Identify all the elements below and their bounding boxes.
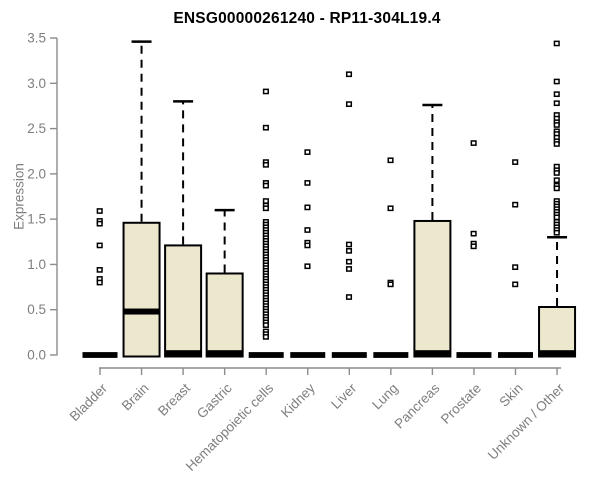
outlier-point [553,177,560,184]
outlier-point [304,180,311,186]
y-tick-label: 2.5 [27,121,46,136]
y-tick-label: 1.0 [27,257,46,272]
outlier-point [345,258,353,265]
outlier-point [387,157,394,164]
outlier-point [512,201,519,208]
outlier-point [345,101,353,107]
y-tick-label: 3.5 [27,31,46,46]
outlier-point [553,141,560,147]
collapsed-box-liver [331,352,367,358]
outlier-point [553,100,560,107]
x-tick-label: Brain [119,381,152,414]
box-unknown-other [538,306,577,358]
outlier-point [345,294,353,300]
y-tick-label: 2.0 [27,166,46,181]
x-tick-label: Prostate [438,381,484,427]
collapsed-box-kidney [290,352,326,358]
x-tick-label: Lung [369,381,401,413]
chart-title: ENSG00000261240 - RP11-304L19.4 [173,10,441,27]
box-brain [122,221,161,358]
collapsed-box-lung [373,352,409,358]
outlier-point [304,149,311,155]
outlier-point [553,170,560,176]
outlier-point [96,220,103,227]
outlier-point [262,124,269,131]
median-line-pancreas [414,350,451,357]
box-breast [164,244,203,358]
outlier-point [262,88,269,95]
outlier-point [304,227,311,233]
x-tick-label: Skin [496,381,525,410]
outlier-point [96,267,103,273]
outlier-point [345,266,353,272]
median-line-gastric [206,350,243,357]
median-line-brain [123,308,160,315]
outlier-point [96,208,103,214]
outlier-point [345,71,353,78]
outlier-point [387,205,394,212]
box-pancreas [413,219,452,358]
box-gastric [205,272,244,358]
outlier-point [512,264,519,271]
outlier-point [470,230,477,237]
outlier-point [470,243,477,250]
median-line-unknown-other [539,350,576,357]
outlier-point [304,263,311,270]
collapsed-box-bladder [82,352,118,358]
collapsed-box-prostate [456,352,492,358]
outlier-point [387,281,394,288]
outlier-point [512,159,519,165]
outlier-point [96,242,103,249]
median-line-breast [165,350,202,357]
outlier-point [470,140,477,146]
y-tick-label: 1.5 [27,212,46,227]
x-tick-label: Unknown / Other [485,380,568,463]
outlier-point [262,322,269,328]
outlier-point [345,241,353,248]
x-tick-label: Breast [155,380,193,418]
y-tick-label: 0.5 [27,302,46,317]
outlier-point [553,214,560,221]
outlier-point [262,334,269,340]
outlier-point [304,204,311,211]
outlier-point [553,122,560,128]
outlier-point [512,281,519,288]
outlier-point [553,40,560,47]
outlier-point [553,229,560,236]
outlier-point [553,78,560,85]
outlier-point [96,279,103,286]
collapsed-box-hematopoietic-cells [248,352,284,358]
x-tick-label: Gastric [194,380,235,421]
outlier-point [262,205,269,212]
y-tick-label: 0.0 [27,348,46,363]
y-tick-label: 3.0 [27,76,46,91]
outlier-point [553,185,560,192]
x-tick-label: Bladder [67,380,111,424]
outlier-point [262,161,269,168]
outlier-point [262,198,269,204]
collapsed-box-skin [498,352,533,358]
outlier-point [553,91,560,98]
x-tick-label: Kidney [278,380,318,420]
x-tick-label: Liver [328,380,360,412]
outlier-point [304,242,311,249]
x-tick-label: Pancreas [392,380,443,431]
outlier-point [345,247,353,254]
outlier-point [262,182,269,189]
